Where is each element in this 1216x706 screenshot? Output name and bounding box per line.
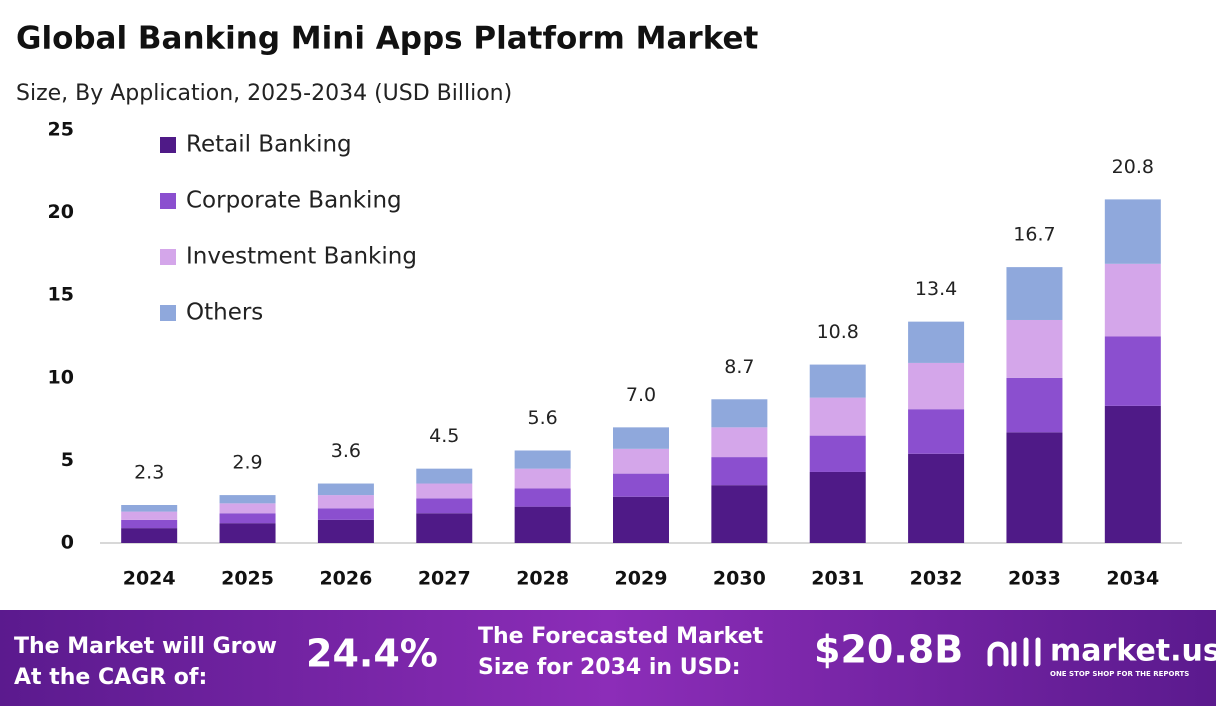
- footer-text: The Market will Grow: [14, 634, 277, 659]
- chart-subtitle: Size, By Application, 2025-2034 (USD Bil…: [16, 81, 512, 106]
- bar-segment: [416, 483, 473, 499]
- bar-segment: [121, 505, 178, 512]
- x-tick-label: 2031: [811, 568, 864, 590]
- bar-segment: [908, 409, 965, 454]
- bar-segment: [416, 498, 473, 514]
- bar-segment: [711, 399, 768, 428]
- bar-segment: [809, 471, 866, 543]
- x-tick-label: 2026: [319, 568, 372, 590]
- bar-segment: [219, 503, 276, 514]
- total-label: 8.7: [724, 356, 754, 378]
- bar-segment: [1006, 377, 1063, 433]
- bar-segment: [1104, 405, 1161, 543]
- bar-segment: [1006, 267, 1063, 320]
- bar-segment: [1006, 432, 1063, 543]
- total-label: 16.7: [1013, 224, 1055, 246]
- brand-tagline: ONE STOP SHOP FOR THE REPORTS: [1050, 670, 1189, 678]
- footer-text: At the CAGR of:: [14, 665, 207, 690]
- y-tick-label: 0: [61, 532, 74, 554]
- total-label: 5.6: [528, 407, 558, 429]
- bar-segment: [514, 488, 571, 507]
- x-tick-label: 2027: [418, 568, 471, 590]
- bar-segment: [613, 448, 669, 474]
- total-label: 20.8: [1112, 156, 1154, 178]
- bar-segment: [613, 496, 669, 543]
- bar-segment: [1006, 319, 1063, 378]
- legend-label: Retail Banking: [186, 132, 352, 158]
- y-tick-label: 5: [61, 449, 74, 471]
- x-tick-label: 2030: [713, 568, 766, 590]
- bar-segment: [908, 453, 965, 543]
- x-tick-label: 2032: [910, 568, 963, 590]
- bar-segment: [219, 523, 276, 543]
- y-tick-label: 10: [48, 366, 74, 388]
- total-label: 2.9: [232, 452, 262, 474]
- bar-segment: [317, 519, 374, 543]
- bar-segment: [514, 506, 571, 543]
- y-tick-label: 20: [48, 201, 74, 223]
- bar-segment: [711, 457, 768, 486]
- total-label: 13.4: [915, 278, 957, 300]
- legend-swatch: [160, 305, 176, 321]
- bar-segment: [908, 321, 965, 363]
- footer-text: The Forecasted Market: [478, 624, 764, 649]
- x-tick-label: 2034: [1106, 568, 1159, 590]
- bar-segment: [1104, 263, 1161, 337]
- bar-segment: [416, 468, 473, 484]
- bar-segment: [809, 435, 866, 472]
- x-tick-label: 2033: [1008, 568, 1061, 590]
- y-tick-label: 25: [48, 119, 74, 141]
- total-label: 10.8: [817, 321, 859, 343]
- total-label: 4.5: [429, 425, 459, 447]
- chart-title: Global Banking Mini Apps Platform Market: [16, 21, 759, 57]
- footer-forecast: $20.8B: [814, 628, 963, 672]
- bar-segment: [317, 483, 374, 496]
- total-label: 7.0: [626, 384, 656, 406]
- bar-segment: [809, 397, 866, 436]
- bar-segment: [613, 473, 669, 497]
- footer-cagr: 24.4%: [306, 632, 438, 676]
- brand-name: market.us: [1050, 634, 1216, 669]
- bar-segment: [416, 513, 473, 543]
- bar-segment: [121, 528, 178, 543]
- plot: 051015202520242.320252.920263.620274.520…: [48, 119, 1182, 590]
- total-label: 2.3: [134, 462, 164, 484]
- bar-segment: [514, 468, 571, 489]
- legend-label: Others: [186, 300, 263, 326]
- bar-segment: [1104, 336, 1161, 406]
- legend-label: Corporate Banking: [186, 188, 402, 214]
- footer-text: Size for 2034 in USD:: [478, 655, 741, 680]
- bar-segment: [514, 450, 571, 469]
- bar-segment: [908, 362, 965, 410]
- x-tick-label: 2028: [516, 568, 569, 590]
- bar-segment: [1104, 199, 1161, 264]
- bar-segment: [317, 495, 374, 509]
- x-tick-label: 2025: [221, 568, 274, 590]
- legend-swatch: [160, 249, 176, 265]
- bar-segment: [121, 511, 178, 520]
- bar-segment: [809, 364, 866, 398]
- bar-segment: [317, 508, 374, 520]
- bar-segment: [711, 485, 768, 543]
- bar-segment: [219, 513, 276, 524]
- legend-label: Investment Banking: [186, 244, 417, 270]
- bar-segment: [711, 427, 768, 458]
- bar-segment: [121, 519, 178, 529]
- bar-segment: [219, 495, 276, 504]
- brand-logo: [987, 637, 1041, 667]
- y-tick-label: 15: [48, 284, 74, 306]
- x-tick-label: 2029: [615, 568, 668, 590]
- x-tick-label: 2024: [123, 568, 176, 590]
- legend-swatch: [160, 193, 176, 209]
- total-label: 3.6: [331, 440, 361, 462]
- legend-swatch: [160, 137, 176, 153]
- bar-segment: [613, 427, 669, 449]
